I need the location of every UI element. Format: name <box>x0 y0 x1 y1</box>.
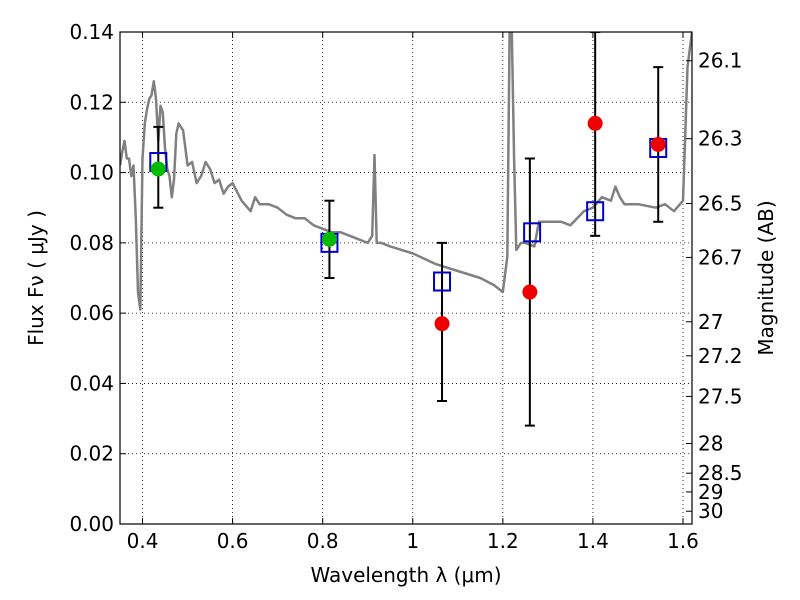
right-tick-label: 26.7 <box>698 245 743 269</box>
y-axis-label: Flux Fν ( μJy ) <box>24 210 48 346</box>
y-tick-label: 0.04 <box>69 371 114 395</box>
y-tick-label: 0.14 <box>69 20 114 44</box>
detection-point <box>321 231 337 247</box>
right-tick-label: 26.1 <box>698 49 743 73</box>
y-tick-label: 0.08 <box>69 231 114 255</box>
y-tick-label: 0.12 <box>69 90 114 114</box>
model-photometry-square <box>433 271 452 292</box>
measurement-point <box>522 284 538 300</box>
right-tick-label: 27.2 <box>698 344 743 368</box>
y-tick-label: 0.02 <box>69 442 114 466</box>
x-tick-label: 1.2 <box>487 529 519 553</box>
y-tick-label: 0.06 <box>69 301 114 325</box>
plot-frame <box>119 31 693 525</box>
ticks: 0.4 0.6 0.8 1 1.2 1.4 1.6 0.00 0.02 0.04 0.06 0.08 0… <box>69 20 742 553</box>
y-tick-label: 0.10 <box>69 161 114 185</box>
y-tick-label: 0.00 <box>69 512 114 536</box>
x-tick-label: 0.4 <box>127 529 159 553</box>
measurement-point <box>434 316 450 332</box>
plot-background <box>120 32 692 524</box>
model-photometry-square <box>523 222 542 243</box>
right-tick-label: 26.5 <box>698 191 743 215</box>
right-tick-label: 28.5 <box>698 461 743 485</box>
right-tick-label: 30 <box>698 499 723 523</box>
right-tick-label: 27.5 <box>698 384 743 408</box>
data-layer <box>120 32 692 427</box>
measurement-point <box>587 115 603 131</box>
x-axis-label: Wavelength λ (μm) <box>310 563 501 587</box>
right-tick-label: 26.3 <box>698 127 743 151</box>
right-tick-label: 27 <box>698 310 723 334</box>
model-photometry-square <box>586 201 605 222</box>
right-tick-label: 29 <box>698 480 723 504</box>
right-y-axis-label: Magnitude (AB) <box>754 200 778 355</box>
right-tick-label: 28 <box>698 431 723 455</box>
x-tick-label: 0.8 <box>307 529 339 553</box>
detection-point <box>150 161 166 177</box>
x-tick-label: 1 <box>406 529 419 553</box>
measurement-point <box>650 136 666 152</box>
x-tick-label: 0.6 <box>217 529 249 553</box>
x-tick-label: 1.6 <box>667 529 699 553</box>
template-spectrum-line <box>120 32 692 311</box>
x-tick-label: 1.4 <box>577 529 609 553</box>
